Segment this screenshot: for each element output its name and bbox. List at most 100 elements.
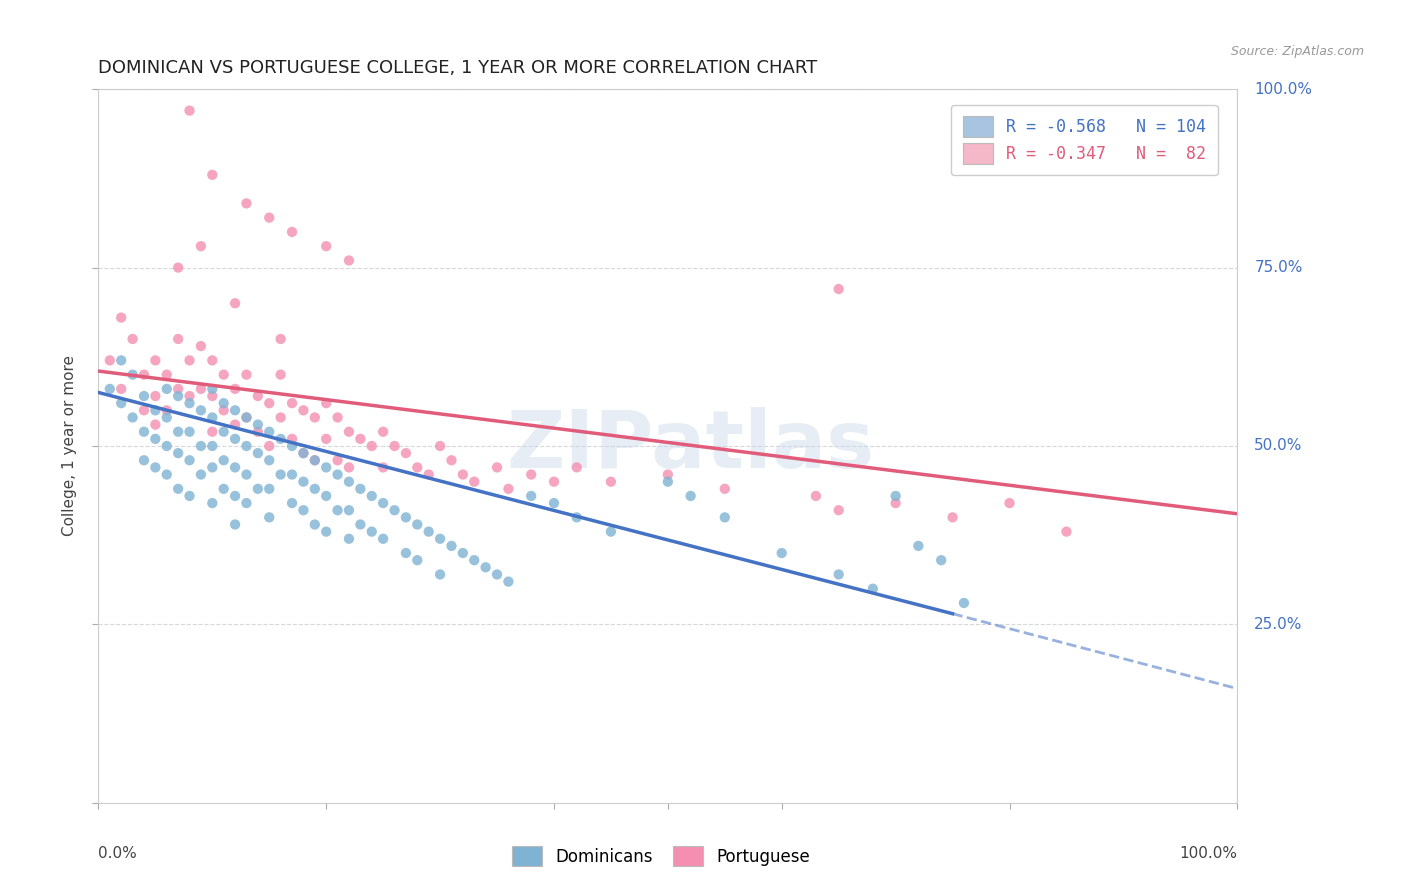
- Point: [304, 482, 326, 496]
- Point: [224, 417, 246, 432]
- Text: DOMINICAN VS PORTUGUESE COLLEGE, 1 YEAR OR MORE CORRELATION CHART: DOMINICAN VS PORTUGUESE COLLEGE, 1 YEAR …: [98, 59, 818, 77]
- Point: [406, 517, 429, 532]
- Point: [451, 546, 474, 560]
- Point: [110, 353, 132, 368]
- Point: [292, 475, 315, 489]
- Point: [167, 482, 190, 496]
- Point: [259, 510, 281, 524]
- Text: 100.0%: 100.0%: [1254, 82, 1312, 96]
- Point: [395, 510, 418, 524]
- Point: [828, 282, 851, 296]
- Point: [292, 403, 315, 417]
- Point: [543, 475, 565, 489]
- Point: [156, 439, 179, 453]
- Point: [270, 467, 292, 482]
- Point: [201, 168, 224, 182]
- Point: [371, 425, 394, 439]
- Point: [337, 460, 360, 475]
- Point: [201, 353, 224, 368]
- Point: [179, 453, 201, 467]
- Point: [929, 553, 952, 567]
- Point: [395, 446, 418, 460]
- Point: [235, 368, 257, 382]
- Point: [714, 482, 737, 496]
- Point: [270, 368, 292, 382]
- Point: [190, 467, 212, 482]
- Point: [337, 532, 360, 546]
- Point: [304, 410, 326, 425]
- Point: [224, 517, 246, 532]
- Point: [657, 475, 679, 489]
- Legend: Dominicans, Portuguese: Dominicans, Portuguese: [503, 838, 818, 875]
- Point: [201, 496, 224, 510]
- Point: [235, 496, 257, 510]
- Point: [429, 567, 451, 582]
- Point: [315, 432, 337, 446]
- Point: [714, 510, 737, 524]
- Text: 50.0%: 50.0%: [1254, 439, 1303, 453]
- Point: [235, 467, 257, 482]
- Point: [942, 510, 965, 524]
- Point: [179, 396, 201, 410]
- Point: [190, 239, 212, 253]
- Text: 75.0%: 75.0%: [1254, 260, 1303, 275]
- Point: [315, 524, 337, 539]
- Point: [179, 489, 201, 503]
- Point: [474, 560, 496, 574]
- Point: [145, 460, 167, 475]
- Point: [326, 453, 349, 467]
- Point: [884, 496, 907, 510]
- Point: [259, 482, 281, 496]
- Point: [246, 389, 269, 403]
- Point: [132, 453, 155, 467]
- Point: [156, 410, 179, 425]
- Point: [121, 368, 143, 382]
- Point: [326, 503, 349, 517]
- Point: [224, 432, 246, 446]
- Point: [132, 403, 155, 417]
- Point: [337, 503, 360, 517]
- Point: [179, 103, 201, 118]
- Point: [371, 496, 394, 510]
- Point: [486, 567, 509, 582]
- Point: [770, 546, 793, 560]
- Point: [406, 460, 429, 475]
- Point: [998, 496, 1021, 510]
- Point: [315, 396, 337, 410]
- Point: [190, 403, 212, 417]
- Point: [212, 368, 235, 382]
- Point: [259, 439, 281, 453]
- Point: [246, 446, 269, 460]
- Point: [371, 532, 394, 546]
- Point: [498, 574, 520, 589]
- Point: [246, 417, 269, 432]
- Point: [179, 425, 201, 439]
- Point: [156, 368, 179, 382]
- Point: [463, 475, 485, 489]
- Text: ZIPatlas: ZIPatlas: [506, 407, 875, 485]
- Point: [953, 596, 976, 610]
- Point: [212, 403, 235, 417]
- Text: 0.0%: 0.0%: [98, 846, 138, 861]
- Point: [235, 196, 257, 211]
- Point: [145, 417, 167, 432]
- Point: [246, 425, 269, 439]
- Point: [281, 432, 304, 446]
- Point: [167, 446, 190, 460]
- Point: [304, 453, 326, 467]
- Point: [828, 503, 851, 517]
- Point: [246, 482, 269, 496]
- Point: [804, 489, 827, 503]
- Point: [281, 396, 304, 410]
- Point: [156, 403, 179, 417]
- Point: [498, 482, 520, 496]
- Point: [486, 460, 509, 475]
- Point: [145, 432, 167, 446]
- Point: [190, 382, 212, 396]
- Point: [121, 332, 143, 346]
- Point: [235, 439, 257, 453]
- Point: [167, 389, 190, 403]
- Point: [259, 453, 281, 467]
- Text: Source: ZipAtlas.com: Source: ZipAtlas.com: [1230, 45, 1364, 58]
- Point: [132, 425, 155, 439]
